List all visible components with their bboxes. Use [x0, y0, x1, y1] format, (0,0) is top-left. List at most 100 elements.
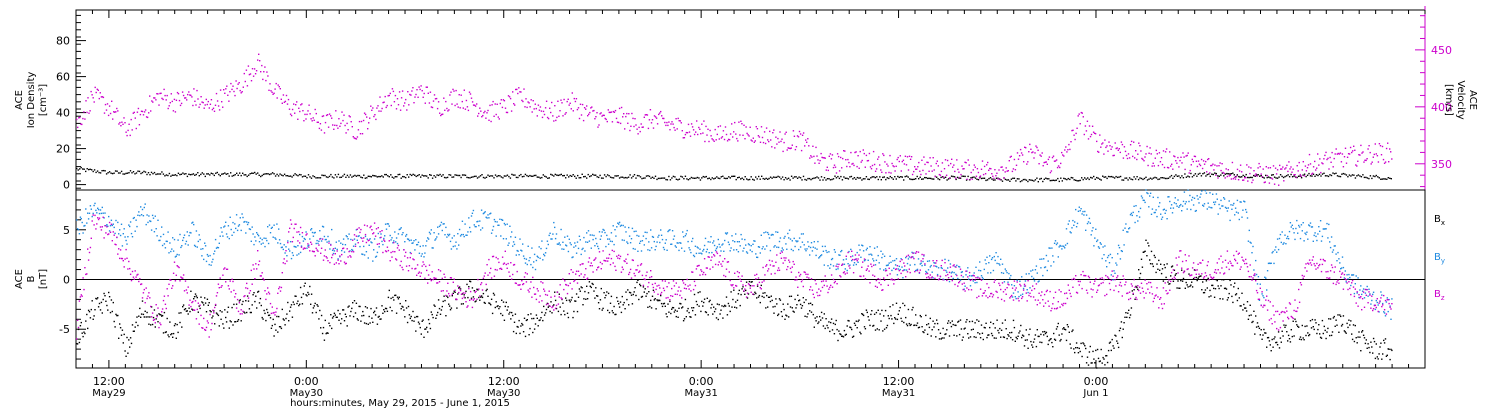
data-point-by [999, 264, 1001, 266]
data-point-by [1016, 279, 1018, 282]
data-point-by [906, 262, 909, 265]
data-point-velocity [125, 131, 127, 133]
data-point-bx [682, 306, 684, 308]
data-point-by [1057, 256, 1059, 258]
data-point-velocity [1188, 172, 1190, 174]
data-point-bx [788, 316, 790, 318]
data-point-ion-density [1136, 176, 1138, 178]
data-point-by [797, 240, 799, 242]
data-point-bx [616, 296, 618, 299]
data-point-velocity [643, 116, 645, 118]
data-point-by [876, 246, 878, 248]
data-point-bx [1126, 316, 1128, 318]
data-point-velocity [1242, 179, 1244, 181]
data-point-ion-density [907, 176, 909, 178]
data-point-ion-density [1239, 176, 1241, 178]
data-point-ion-density [992, 179, 995, 181]
data-point-bx [614, 313, 616, 316]
data-point-velocity [975, 175, 978, 177]
data-point-velocity [464, 108, 467, 110]
data-point-ion-density [623, 177, 625, 179]
data-point-by [864, 259, 867, 261]
data-point-by [437, 233, 440, 235]
data-point-by [445, 226, 447, 229]
data-point-bx [503, 319, 506, 321]
data-point-by [920, 262, 922, 264]
data-point-bx [787, 303, 789, 305]
data-point-by [628, 226, 630, 229]
data-point-by [1155, 209, 1157, 211]
data-point-by [148, 215, 150, 217]
data-point-velocity [1041, 152, 1043, 154]
data-point-ion-density [548, 177, 550, 179]
data-point-by [954, 265, 956, 268]
data-point-bx [214, 304, 217, 306]
data-point-bx [1365, 339, 1367, 341]
data-point-bx [279, 326, 282, 328]
data-point-by [1042, 274, 1044, 277]
data-point-velocity [921, 159, 923, 161]
data-point-bx [628, 304, 630, 306]
data-point-velocity [1333, 157, 1335, 160]
data-point-bx [197, 311, 199, 313]
data-point-ion-density [101, 170, 103, 172]
data-point-velocity [1330, 161, 1332, 163]
data-point-ion-density [802, 175, 805, 178]
data-point-bx [756, 285, 759, 287]
data-point-bx [1020, 324, 1022, 327]
data-point-bx [936, 319, 938, 321]
data-point-velocity [199, 103, 201, 106]
data-point-velocity [982, 173, 985, 176]
data-point-bx [290, 304, 293, 306]
data-point-ion-density [976, 178, 978, 180]
data-point-bx [742, 286, 744, 288]
data-point-ion-density [551, 174, 553, 176]
data-point-bx [426, 326, 428, 329]
data-point-velocity [161, 97, 163, 100]
data-point-velocity [166, 94, 168, 97]
data-point-by [734, 241, 736, 243]
data-point-by [363, 254, 366, 256]
data-point-ion-density [252, 172, 254, 174]
data-point-by [125, 239, 127, 242]
data-point-by [400, 227, 402, 229]
data-point-velocity [1292, 168, 1294, 170]
data-point-bx [87, 309, 90, 312]
data-point-by [728, 243, 730, 246]
data-point-bx [1251, 321, 1253, 324]
data-point-by [901, 266, 903, 268]
data-point-velocity [911, 173, 914, 176]
data-point-bx [331, 327, 333, 330]
data-point-velocity [297, 118, 299, 120]
data-point-bx [203, 304, 205, 306]
data-point-bx [1042, 331, 1044, 333]
data-point-by [360, 236, 362, 239]
data-point-bx [1050, 338, 1052, 340]
data-point-bx [563, 310, 565, 312]
data-point-ion-density [784, 177, 787, 179]
data-point-bx [502, 301, 505, 303]
data-point-ion-density [938, 178, 941, 181]
data-point-bx [913, 324, 915, 327]
data-point-bx [1033, 338, 1036, 340]
data-point-by [196, 246, 198, 248]
data-point-bx [1185, 281, 1187, 284]
data-point-bx [882, 330, 884, 332]
data-point-velocity [879, 164, 881, 166]
data-point-ion-density [586, 177, 588, 179]
data-point-ion-density [1218, 175, 1220, 177]
data-point-velocity [861, 159, 863, 162]
data-point-bx [785, 314, 787, 316]
data-point-bx [811, 304, 814, 306]
data-point-bx [1177, 280, 1179, 282]
data-point-bx [995, 337, 997, 339]
data-point-bx [1206, 287, 1208, 289]
data-point-ion-density [1091, 177, 1093, 179]
data-point-bx [1116, 340, 1118, 342]
data-point-ion-density [1211, 173, 1213, 175]
data-point-by [359, 245, 361, 248]
data-point-bx [1348, 319, 1350, 321]
data-point-ion-density [1368, 177, 1370, 180]
data-point-bx [315, 311, 317, 314]
data-point-by [201, 255, 203, 257]
